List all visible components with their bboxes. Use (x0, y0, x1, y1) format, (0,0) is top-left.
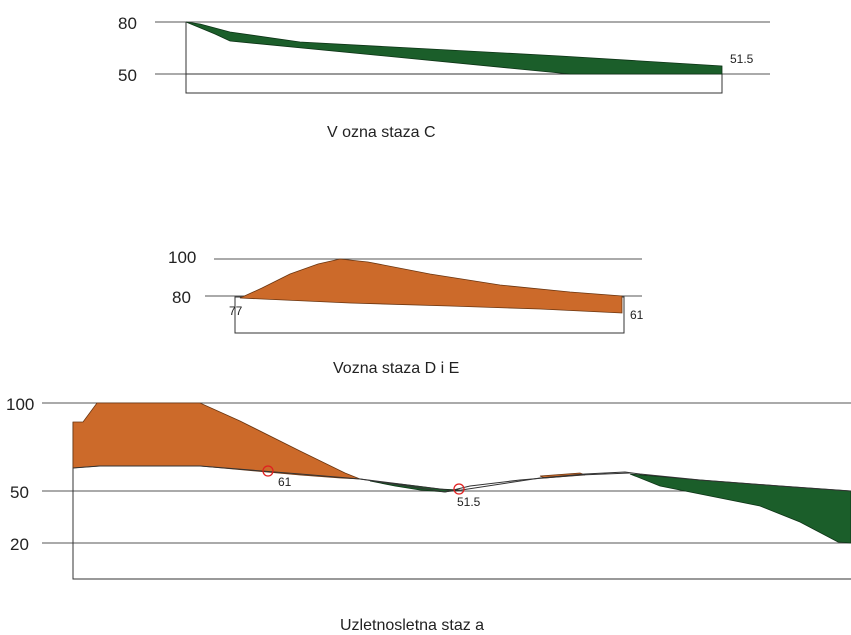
y-tick-50: 50 (10, 483, 29, 502)
fill-area (185, 21, 723, 75)
y-tick-100: 100 (6, 395, 34, 414)
elevation-marker-61 (262, 465, 274, 477)
y-tick-20: 20 (10, 535, 29, 554)
section-frame (185, 73, 723, 94)
elevation-marker-51-5 (453, 483, 465, 495)
panel-taxiway-de: 100 80 77 61 Vozna staza D i E (168, 248, 644, 377)
caption-taxiway-de: Vozna staza D i E (333, 360, 459, 377)
panel-runway: 100 50 20 61 51.5 Uzletnosletna staz a (6, 395, 851, 634)
y-tick-80: 80 (118, 14, 137, 33)
caption-runway: Uzletnosletna staz a (340, 617, 484, 634)
point-a-label: 61 (278, 475, 292, 489)
section-frame (72, 422, 851, 580)
y-tick-50: 50 (118, 66, 137, 85)
terrain-line (359, 472, 631, 493)
point-b-label: 51.5 (457, 495, 481, 509)
end-elevation-label: 51.5 (730, 52, 754, 66)
fill-area-right (629, 473, 851, 544)
end-elevation-label: 61 (630, 308, 644, 322)
cut-area (239, 258, 623, 314)
caption-taxiway-c: V ozna staza C (327, 124, 436, 141)
y-tick-80: 80 (172, 288, 191, 307)
panel-taxiway-c: 80 50 51.5 V ozna staza C (118, 14, 770, 141)
y-tick-100: 100 (168, 248, 196, 267)
start-elevation-label: 77 (229, 304, 243, 318)
